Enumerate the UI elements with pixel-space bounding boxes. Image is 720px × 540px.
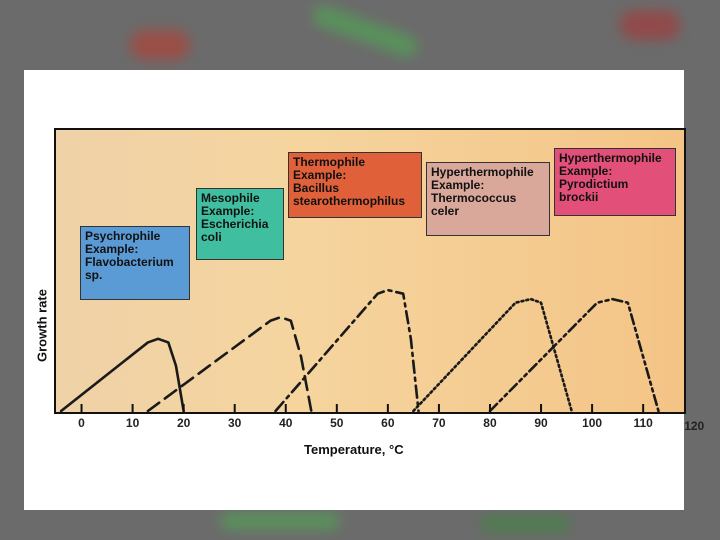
annotation-line: Hyperthermophile xyxy=(559,151,662,165)
background-decoration xyxy=(480,515,570,533)
annotation-line: Mesophile xyxy=(201,191,260,205)
background-decoration xyxy=(309,1,421,61)
x-tick-label: 60 xyxy=(381,416,395,430)
annotation-line: Bacillus xyxy=(293,181,340,195)
annotation-thermophile: Thermophile Example: Bacillus stearothermop… xyxy=(288,152,422,218)
slide-card: Growth rate 0 10 20 30 40 50 60 70 80 90 100 110 120… xyxy=(24,70,704,510)
growth-curve-5 xyxy=(488,297,660,412)
x-tick-label: 100 xyxy=(582,416,603,430)
x-axis-ticks: 0 10 20 30 40 50 60 70 80 90 100 110 120 xyxy=(24,416,704,436)
annotation-line: Pyrodictium xyxy=(559,177,629,191)
x-axis-label: Temperature, °C xyxy=(304,442,404,457)
annotation-line: brockii xyxy=(559,190,599,204)
annotation-line: Example: xyxy=(293,168,347,182)
x-tick-label: 20 xyxy=(176,416,191,430)
annotation-line: Example: xyxy=(85,242,139,256)
x-tick-label: 0 xyxy=(78,416,85,430)
annotation-line: Escherichia xyxy=(201,217,269,231)
x-tick-label: 40 xyxy=(279,416,293,430)
growth-curve-2 xyxy=(146,315,313,412)
growth-curve-1 xyxy=(59,337,185,412)
annotation-line: Flavobacterium xyxy=(85,255,174,269)
annotation-hyperthermophile-1: Hyperthermophile Example: Thermococcus cele… xyxy=(426,162,550,236)
x-tick-label: 90 xyxy=(534,416,548,430)
annotation-line: Hyperthermophile xyxy=(431,165,534,179)
x-tick-label: 50 xyxy=(330,416,344,430)
annotation-psychrophile: Psychrophile Example: Flavobacterium sp. xyxy=(80,226,190,300)
x-tick-label: 110 xyxy=(633,416,653,430)
background-decoration xyxy=(220,512,340,530)
annotation-line: Example: xyxy=(559,164,613,178)
x-tick-label: 80 xyxy=(483,416,497,430)
annotation-line: stearothermophilus xyxy=(293,194,406,208)
annotation-line: celer xyxy=(431,204,460,218)
growth-curve-4 xyxy=(412,297,573,412)
annotation-line: Example: xyxy=(201,204,255,218)
background-decoration xyxy=(620,10,680,40)
annotation-line: Thermophile xyxy=(293,155,366,169)
x-tick-label: 30 xyxy=(228,416,242,430)
annotation-line: Example: xyxy=(431,178,485,192)
annotation-hyperthermophile-2: Hyperthermophile Example: Pyrodictium brock… xyxy=(554,148,676,216)
annotation-line: Thermococcus xyxy=(431,191,517,205)
background-decoration xyxy=(130,30,190,60)
x-tick-label: 120 xyxy=(684,419,705,433)
x-tick-label: 10 xyxy=(125,416,140,430)
annotation-mesophile: Mesophile Example: Escherichia coli xyxy=(196,188,284,260)
annotation-line: Psychrophile xyxy=(85,229,161,243)
annotation-line: sp. xyxy=(85,268,103,282)
growth-curves xyxy=(59,288,660,412)
x-tick-label: 70 xyxy=(432,416,446,430)
growth-curve-3 xyxy=(274,288,420,412)
annotation-line: coli xyxy=(201,230,222,244)
y-axis-label-text: Growth rate xyxy=(34,289,50,362)
